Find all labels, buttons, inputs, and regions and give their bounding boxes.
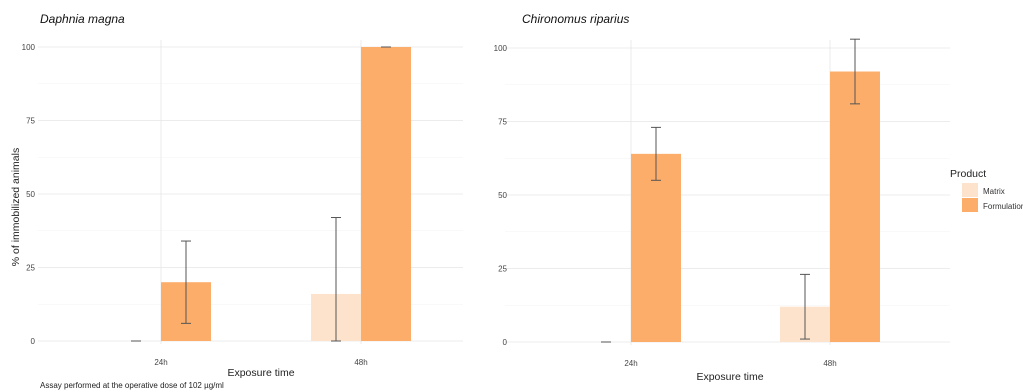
y-tick-label: 75 [498, 118, 507, 127]
x-tick-label: 24h [624, 359, 637, 368]
y-tick-label: 25 [26, 264, 35, 273]
y-tick-label: 50 [26, 190, 35, 199]
y-tick-label: 100 [22, 43, 36, 52]
y-tick-label: 50 [498, 191, 507, 200]
y-tick-label: 0 [31, 337, 36, 346]
legend-label-matrix: Matrix [983, 187, 1005, 196]
bar-formulation-48h [361, 47, 411, 341]
y-tick-label: 25 [498, 265, 507, 274]
legend-swatch-formulation [962, 198, 978, 212]
y-tick-label: 0 [503, 338, 508, 347]
x-axis-label: Exposure time [696, 371, 763, 383]
y-axis-label: % of immobilized animals [10, 148, 22, 266]
x-tick-label: 24h [154, 358, 167, 367]
y-tick-label: 100 [494, 44, 508, 53]
panel-daphnia-magna: Daphnia magna 0 25 50 75 100 24h 48h Exposure ti… [22, 12, 463, 379]
caption: Assay performed at the operative dose of… [40, 381, 224, 390]
x-tick-label: 48h [823, 359, 836, 368]
bar-formulation-24h [631, 153, 681, 342]
x-tick-label: 48h [354, 358, 367, 367]
legend-swatch-matrix [962, 183, 978, 197]
legend-title: Product [950, 168, 986, 180]
chart-title: Chironomus riparius [522, 12, 629, 26]
bar-formulation-48h [830, 71, 880, 343]
legend: Product Matrix Formulation [950, 168, 1023, 212]
panel-chironomus-riparius: Chironomus riparius 0 25 50 75 100 24h 48h Expos… [494, 12, 950, 383]
y-tick-label: 75 [26, 117, 35, 126]
legend-label-formulation: Formulation [983, 202, 1023, 211]
chart-title: Daphnia magna [40, 12, 125, 26]
x-axis-label: Exposure time [227, 367, 294, 379]
